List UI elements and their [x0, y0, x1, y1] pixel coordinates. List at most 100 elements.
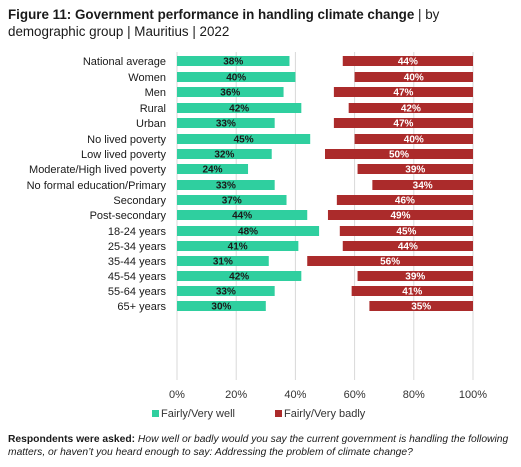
category-label: 25-34 years [108, 241, 167, 253]
legend-label: Fairly/Very badly [284, 408, 366, 420]
category-label: Rural [140, 103, 166, 115]
x-tick-label: 0% [169, 389, 185, 401]
bar-well [177, 210, 308, 220]
legend-swatch [275, 410, 282, 417]
bar-badly [342, 56, 473, 66]
bar-well [177, 271, 302, 281]
category-label: Men [145, 87, 166, 99]
category-label: 45-54 years [108, 271, 167, 283]
bar-well [177, 164, 249, 174]
data-label: 45% [396, 227, 416, 238]
bar-badly [327, 210, 473, 220]
category-label: No lived poverty [87, 134, 166, 146]
category-label: 55-64 years [108, 286, 167, 298]
data-label: 41% [402, 287, 422, 298]
footnote-text: How well or badly would you say the curr… [8, 434, 509, 458]
data-label: 56% [380, 257, 400, 268]
data-label: 33% [216, 181, 236, 192]
x-tick-label: 80% [403, 389, 425, 401]
data-label: 39% [405, 165, 425, 176]
category-label: Secondary [113, 195, 166, 207]
bar-badly [354, 134, 473, 144]
legend-label: Fairly/Very well [161, 408, 235, 420]
bar-well [177, 241, 299, 251]
bar-badly [357, 164, 473, 174]
data-label: 49% [390, 211, 410, 222]
data-label: 44% [232, 211, 252, 222]
category-label: 65+ years [117, 301, 166, 313]
bar-well [177, 72, 296, 82]
data-label: 30% [211, 302, 231, 313]
data-label: 40% [226, 73, 246, 84]
data-label: 32% [214, 150, 234, 161]
bar-well [177, 56, 290, 66]
bar-well [177, 134, 311, 144]
x-tick-label: 100% [459, 389, 487, 401]
bar-badly [333, 118, 473, 128]
category-label: Women [128, 72, 166, 84]
category-label: Post-secondary [90, 210, 167, 222]
data-label: 50% [389, 150, 409, 161]
data-label: 47% [393, 119, 413, 130]
data-label: 40% [404, 135, 424, 146]
data-label: 33% [216, 287, 236, 298]
bar-badly [372, 180, 473, 190]
data-label: 41% [228, 242, 248, 253]
bar-badly [354, 72, 473, 82]
bar-well [177, 149, 272, 159]
bar-well [177, 226, 320, 236]
x-tick-label: 60% [344, 389, 366, 401]
data-label: 42% [401, 104, 421, 115]
bar-badly [307, 256, 473, 266]
category-label: No formal education/Primary [27, 180, 167, 192]
data-label: 46% [395, 196, 415, 207]
bar-well [177, 103, 302, 113]
chart-title-main: Figure 11: Government performance in han… [8, 7, 415, 22]
data-label: 44% [398, 57, 418, 68]
category-label: Moderate/High lived poverty [29, 164, 166, 176]
category-label: Urban [136, 118, 166, 130]
data-label: 40% [404, 73, 424, 84]
data-label: 31% [213, 257, 233, 268]
x-tick-label: 20% [225, 389, 247, 401]
category-label: Low lived poverty [81, 149, 166, 161]
data-label: 35% [411, 302, 431, 313]
data-label: 48% [238, 227, 258, 238]
data-label: 33% [216, 119, 236, 130]
bar-well [177, 286, 275, 296]
bar-well [177, 256, 269, 266]
bar-badly [348, 103, 473, 113]
data-label: 42% [229, 104, 249, 115]
bar-well [177, 301, 266, 311]
bar-well [177, 180, 275, 190]
footnote-lead: Respondents were asked: [8, 434, 136, 445]
category-label: 18-24 years [108, 226, 167, 238]
data-label: 37% [222, 196, 242, 207]
legend-swatch [152, 410, 159, 417]
bar-well [177, 87, 284, 97]
bar-badly [336, 195, 473, 205]
bar-well [177, 118, 275, 128]
data-label: 24% [203, 165, 223, 176]
data-label: 45% [234, 135, 254, 146]
bar-badly [333, 87, 473, 97]
data-label: 34% [413, 181, 433, 192]
data-label: 47% [393, 88, 413, 99]
bar-badly [342, 241, 473, 251]
bar-badly [339, 226, 473, 236]
bar-well [177, 195, 287, 205]
chart-title: Figure 11: Government performance in han… [8, 6, 513, 40]
bar-badly [369, 301, 473, 311]
bar-chart: 0% 20% 40% 60% 80% 100% National average 38% 44%… [27, 52, 487, 420]
data-label: 42% [229, 272, 249, 283]
data-label: 44% [398, 242, 418, 253]
bar-badly [351, 286, 473, 296]
x-tick-label: 40% [284, 389, 306, 401]
data-label: 39% [405, 272, 425, 283]
footnote: Respondents were asked: How well or badl… [8, 433, 513, 459]
category-label: National average [83, 56, 166, 68]
category-label: 35-44 years [108, 256, 167, 268]
data-label: 36% [220, 88, 240, 99]
data-label: 38% [223, 57, 243, 68]
chart-title-subtitle: | by demographic group | Mauritius | 202… [8, 7, 440, 39]
